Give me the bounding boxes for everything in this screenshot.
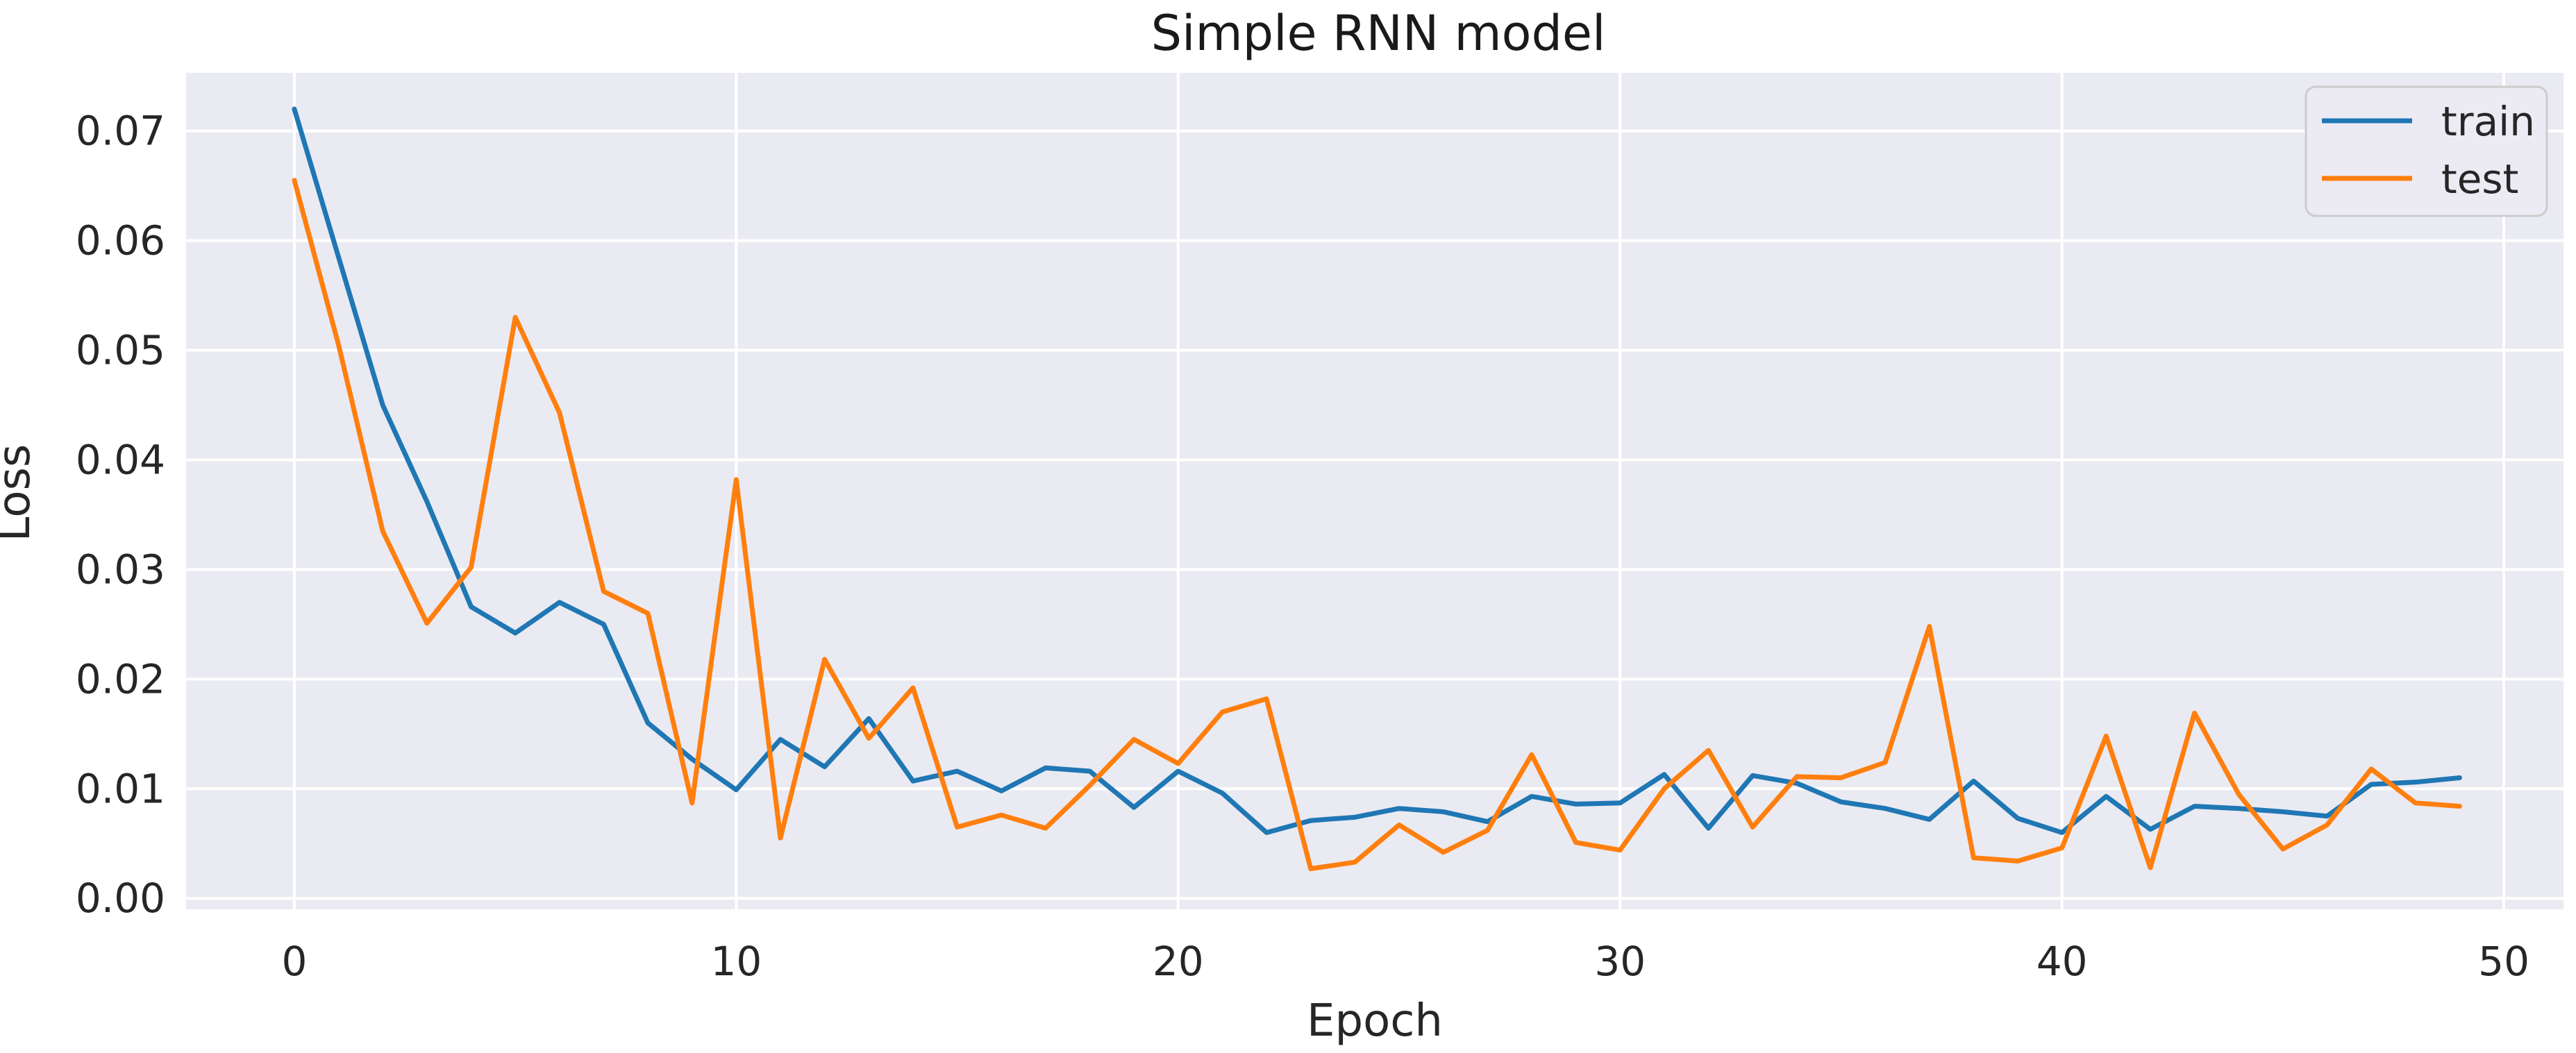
- x-axis-label: Epoch: [1307, 995, 1443, 1047]
- y-tick-label: 0.07: [76, 108, 165, 155]
- x-tick-label: 40: [2036, 938, 2088, 985]
- legend-test-label: test: [2441, 155, 2518, 203]
- y-tick-label: 0.06: [76, 217, 165, 264]
- gridlines: [186, 73, 2564, 909]
- legend-train-label: train: [2441, 98, 2535, 145]
- legend: train test: [2305, 85, 2548, 217]
- x-tick-label: 20: [1153, 938, 1204, 985]
- y-tick-label: 0.01: [76, 765, 165, 812]
- y-tick-labels: 0.00 0.01 0.02 0.03 0.04 0.05 0.06 0.07: [76, 108, 165, 923]
- x-tick-labels: 0 10 20 30 40 50: [281, 938, 2529, 985]
- x-tick-label: 0: [281, 938, 307, 985]
- y-tick-label: 0.04: [76, 436, 165, 483]
- y-tick-label: 0.02: [76, 655, 165, 702]
- y-tick-label: 0.05: [76, 327, 165, 374]
- y-tick-label: 0.03: [76, 546, 165, 593]
- chart-title: Simple RNN model: [1151, 5, 1606, 62]
- train-line: [292, 106, 2462, 835]
- test-line: [292, 178, 2462, 872]
- series-lines: [292, 106, 2462, 872]
- x-tick-label: 50: [2478, 938, 2529, 985]
- y-axis-label: Loss: [0, 444, 40, 541]
- y-tick-label: 0.00: [76, 875, 165, 922]
- plot-area: [186, 73, 2564, 909]
- x-tick-label: 10: [710, 938, 762, 985]
- x-tick-label: 30: [1594, 938, 1646, 985]
